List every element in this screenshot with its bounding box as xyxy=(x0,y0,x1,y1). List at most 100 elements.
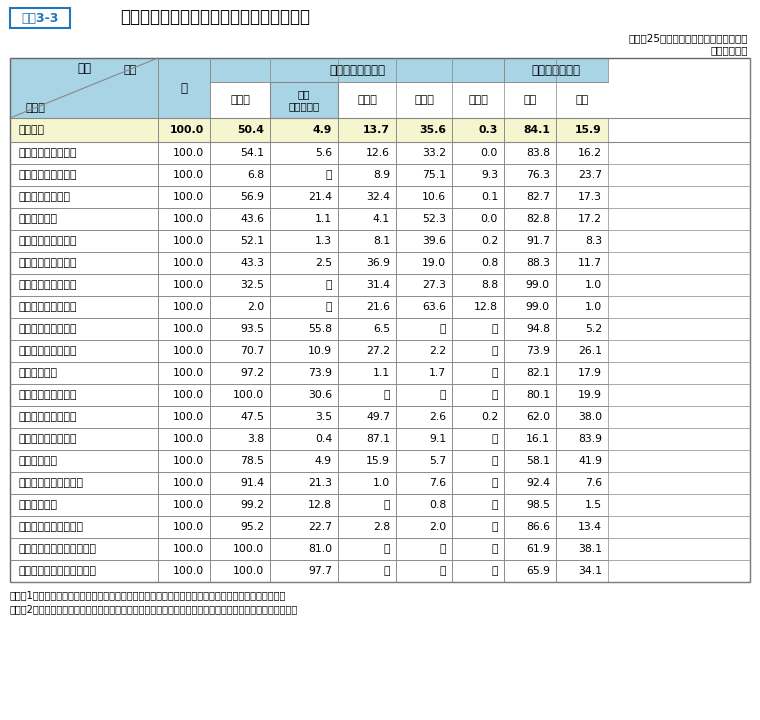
Text: 0.3: 0.3 xyxy=(479,125,498,135)
Text: 5.2: 5.2 xyxy=(585,324,602,334)
Bar xyxy=(10,428,158,450)
Text: 63.6: 63.6 xyxy=(422,302,446,312)
Bar xyxy=(270,428,338,450)
Text: （注）1　「大学卒」には修士課程及び博士課程修了者を、「短大卒」には高等専門学校卒業者を含む。: （注）1 「大学卒」には修士課程及び博士課程修了者を、「短大卒」には高等専門学校… xyxy=(10,590,287,600)
Bar xyxy=(210,58,504,82)
Text: 13.4: 13.4 xyxy=(578,522,602,532)
Bar xyxy=(158,208,210,230)
Bar xyxy=(210,318,270,340)
Bar xyxy=(158,230,210,252)
Bar xyxy=(270,362,338,384)
Text: －: － xyxy=(384,566,390,576)
Text: 95.2: 95.2 xyxy=(240,522,264,532)
Text: 0.2: 0.2 xyxy=(481,236,498,246)
Text: 4.9: 4.9 xyxy=(315,456,332,466)
Bar xyxy=(504,494,556,516)
Text: 21.6: 21.6 xyxy=(366,302,390,312)
Bar xyxy=(338,428,396,450)
Text: 100.0: 100.0 xyxy=(173,478,204,488)
Text: －: － xyxy=(492,434,498,444)
Bar xyxy=(158,472,210,494)
Text: 16.2: 16.2 xyxy=(578,148,602,158)
Bar xyxy=(556,164,608,186)
Bar xyxy=(504,428,556,450)
Text: 19.9: 19.9 xyxy=(578,390,602,400)
Text: －: － xyxy=(492,522,498,532)
Bar xyxy=(158,560,210,582)
Bar xyxy=(556,252,608,274)
Text: 1.5: 1.5 xyxy=(585,500,602,510)
Bar xyxy=(504,362,556,384)
Bar xyxy=(396,142,452,164)
Bar xyxy=(210,208,270,230)
Text: 73.9: 73.9 xyxy=(526,346,550,356)
Text: 99.0: 99.0 xyxy=(526,280,550,290)
Bar xyxy=(210,494,270,516)
Bar xyxy=(504,252,556,274)
Text: 1.3: 1.3 xyxy=(315,236,332,246)
Bar xyxy=(338,142,396,164)
Bar xyxy=(504,274,556,296)
Text: －: － xyxy=(384,390,390,400)
Bar xyxy=(396,450,452,472)
Text: 0.4: 0.4 xyxy=(315,434,332,444)
Bar xyxy=(338,472,396,494)
Text: 2.6: 2.6 xyxy=(429,412,446,422)
Bar xyxy=(270,384,338,406)
Text: 32.4: 32.4 xyxy=(366,192,390,202)
Text: 23.7: 23.7 xyxy=(578,170,602,180)
Text: 100.0: 100.0 xyxy=(173,544,204,554)
Text: 公安職俸給表（二）: 公安職俸給表（二） xyxy=(18,258,77,268)
Bar xyxy=(210,516,270,538)
Bar xyxy=(556,274,608,296)
Bar xyxy=(396,384,452,406)
Bar xyxy=(452,274,504,296)
Bar xyxy=(10,142,158,164)
Text: 84.1: 84.1 xyxy=(523,125,550,135)
Bar xyxy=(270,164,338,186)
Text: 15.9: 15.9 xyxy=(366,456,390,466)
Text: 49.7: 49.7 xyxy=(366,412,390,422)
Bar xyxy=(396,252,452,274)
Bar xyxy=(10,186,158,208)
Text: 22.7: 22.7 xyxy=(308,522,332,532)
Bar xyxy=(158,142,210,164)
Text: 9.3: 9.3 xyxy=(481,170,498,180)
Bar xyxy=(270,340,338,362)
Bar xyxy=(10,494,158,516)
Bar xyxy=(210,142,270,164)
Bar xyxy=(210,274,270,296)
Text: 97.2: 97.2 xyxy=(240,368,264,378)
Bar xyxy=(210,362,270,384)
Text: 92.4: 92.4 xyxy=(526,478,550,488)
Text: －: － xyxy=(492,500,498,510)
Text: 41.9: 41.9 xyxy=(578,456,602,466)
Text: 俸給表別、最終学歴別及び性別人員構成比: 俸給表別、最終学歴別及び性別人員構成比 xyxy=(120,8,310,26)
Bar xyxy=(396,186,452,208)
Text: 100.0: 100.0 xyxy=(173,236,204,246)
Bar xyxy=(452,340,504,362)
Text: 0.1: 0.1 xyxy=(481,192,498,202)
Text: 1.0: 1.0 xyxy=(372,478,390,488)
Bar xyxy=(452,428,504,450)
Text: 17.3: 17.3 xyxy=(578,192,602,202)
Text: 7.6: 7.6 xyxy=(429,478,446,488)
Bar xyxy=(10,560,158,582)
Bar xyxy=(556,230,608,252)
Bar xyxy=(556,516,608,538)
Bar xyxy=(396,118,452,142)
Text: 福祉職俸給表: 福祉職俸給表 xyxy=(18,456,57,466)
Bar xyxy=(452,118,504,142)
Text: 行政職俸給表（二）: 行政職俸給表（二） xyxy=(18,170,77,180)
Text: 50.4: 50.4 xyxy=(237,125,264,135)
Bar xyxy=(556,362,608,384)
Text: 82.8: 82.8 xyxy=(526,214,550,224)
Bar xyxy=(452,208,504,230)
Bar xyxy=(396,318,452,340)
Bar xyxy=(270,230,338,252)
Text: 3.5: 3.5 xyxy=(315,412,332,422)
Text: 100.0: 100.0 xyxy=(173,412,204,422)
Bar xyxy=(158,118,210,142)
Text: 100.0: 100.0 xyxy=(173,280,204,290)
Bar xyxy=(210,384,270,406)
